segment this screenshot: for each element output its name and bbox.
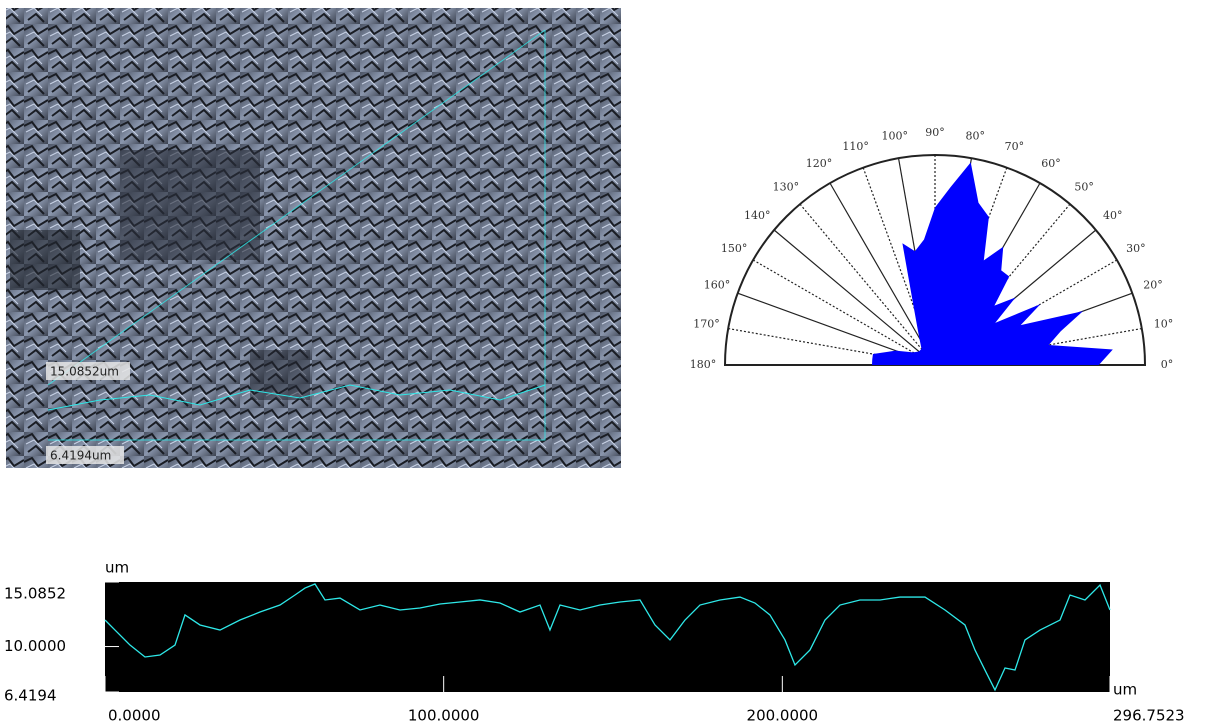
profile-line [104, 583, 1111, 692]
y-axis-label: um [105, 559, 129, 577]
x-tick-label: 100.0000 [408, 707, 480, 725]
angle-label: 180° [690, 358, 717, 371]
x-tick-label: 0.0000 [108, 707, 161, 725]
micro-image: 15.0852um 6.4194um [6, 8, 621, 468]
x-tick-label: 200.0000 [747, 707, 819, 725]
angle-label: 90° [925, 126, 945, 139]
angle-label: 160° [704, 279, 731, 292]
angle-label: 100° [881, 130, 908, 143]
angle-label: 30° [1126, 242, 1146, 255]
angle-label: 120° [806, 157, 833, 170]
angle-label: 80° [966, 130, 986, 143]
angle-label: 50° [1074, 180, 1094, 193]
angle-label: 140° [744, 209, 771, 222]
angle-label: 130° [773, 180, 800, 193]
y-tick-label: 15.0852 [4, 585, 66, 603]
x-tick-label: 296.7523 [1113, 707, 1185, 725]
spoke [799, 203, 936, 366]
spoke [862, 167, 936, 366]
spoke [773, 229, 936, 366]
x-axis-label: um [1113, 681, 1137, 699]
angle-label: 150° [721, 242, 748, 255]
y-tick-label: 6.4194 [4, 687, 57, 705]
angle-label: 70° [1005, 140, 1025, 153]
spoke [829, 182, 936, 366]
plot-area [105, 582, 1110, 692]
angle-label: 40° [1103, 209, 1123, 222]
image-label: 15.0852um [50, 365, 119, 379]
polar-frame [723, 154, 1147, 366]
angle-label: 10° [1154, 318, 1174, 331]
y-tick-label: 10.0000 [4, 637, 66, 655]
rose [872, 162, 1113, 365]
angle-label: 170° [693, 318, 720, 331]
angle-label: 20° [1143, 279, 1163, 292]
angle-label: 60° [1041, 157, 1061, 170]
angle-label: 0° [1161, 358, 1174, 371]
angle-label: 110° [842, 140, 869, 153]
spoke [752, 259, 936, 366]
spoke [728, 327, 936, 366]
image-label: 6.4194um [50, 449, 111, 463]
